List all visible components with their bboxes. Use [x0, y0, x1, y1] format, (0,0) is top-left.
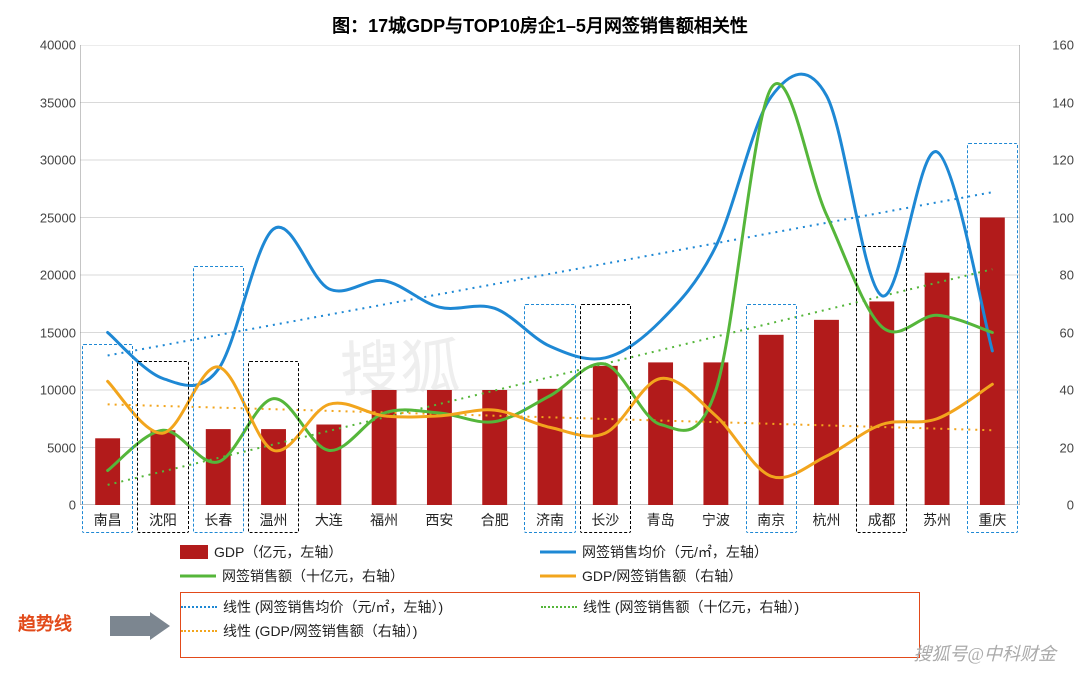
- x-label: 福州: [370, 510, 398, 530]
- y-left-tick: 10000: [0, 383, 76, 398]
- x-label: 宁波: [702, 510, 730, 530]
- group-box: [856, 246, 907, 533]
- y-right-tick: 120: [1024, 153, 1074, 168]
- y-right-tick: 40: [1024, 383, 1074, 398]
- legend: GDP（亿元，左轴） 网签销售均价（元/㎡，左轴） 网签销售额（十亿元，右轴） GDP…: [180, 542, 920, 590]
- x-label: 苏州: [923, 510, 951, 530]
- bar: [482, 390, 507, 505]
- x-label: 杭州: [812, 510, 840, 530]
- legend-item-bar: GDP（亿元，左轴）: [180, 542, 520, 562]
- legend-label: 网签销售均价（元/㎡，左轴）: [582, 542, 768, 562]
- arrow-icon: [110, 612, 170, 647]
- group-box: [524, 304, 575, 533]
- y-left-tick: 40000: [0, 38, 76, 53]
- group-box: [580, 304, 631, 533]
- legend-label: GDP（亿元，左轴）: [214, 542, 342, 562]
- y-right-tick: 160: [1024, 38, 1074, 53]
- legend-item-t-ratio: 线性 (GDP/网签销售额（右轴）): [181, 621, 521, 641]
- trend-legend-box: 线性 (网签销售均价（元/㎡，左轴）) 线性 (网签销售额（十亿元，右轴）) 线性 …: [180, 592, 920, 658]
- group-box: [137, 361, 188, 533]
- y-axis-left-ticks: 0500010000150002000025000300003500040000: [0, 45, 76, 505]
- chart-container: 图：17城GDP与TOP10房企1–5月网签销售额相关性 搜狐 05000100…: [0, 0, 1080, 684]
- bar: [703, 362, 728, 505]
- legend-label: GDP/网签销售额（右轴）: [582, 566, 742, 586]
- y-left-tick: 20000: [0, 268, 76, 283]
- legend-label: 线性 (网签销售均价（元/㎡，左轴）): [223, 597, 443, 617]
- x-label: 西安: [425, 510, 453, 530]
- bar: [316, 425, 341, 506]
- bar: [372, 390, 397, 505]
- y-right-tick: 80: [1024, 268, 1074, 283]
- y-right-tick: 0: [1024, 498, 1074, 513]
- y-left-tick: 5000: [0, 440, 76, 455]
- legend-label: 网签销售额（十亿元，右轴）: [222, 566, 404, 586]
- y-right-tick: 140: [1024, 95, 1074, 110]
- swatch-line-icon: [540, 545, 576, 559]
- watermark-bottom-right: 搜狐号@中科财金: [913, 640, 1056, 666]
- swatch-dash-icon: [541, 600, 577, 614]
- y-right-tick: 60: [1024, 325, 1074, 340]
- legend-label: 线性 (网签销售额（十亿元，右轴）): [583, 597, 799, 617]
- group-box: [248, 361, 299, 533]
- trend-label: 趋势线: [18, 610, 72, 636]
- y-left-tick: 30000: [0, 153, 76, 168]
- swatch-dash-icon: [181, 600, 217, 614]
- legend-item-price: 网签销售均价（元/㎡，左轴）: [540, 542, 880, 562]
- group-box: [967, 143, 1018, 533]
- group-box: [746, 304, 797, 533]
- x-label: 大连: [315, 510, 343, 530]
- bar: [814, 320, 839, 505]
- legend-item-ratio: GDP/网签销售额（右轴）: [540, 566, 880, 586]
- y-left-tick: 25000: [0, 210, 76, 225]
- bar: [925, 273, 950, 505]
- swatch-dash-icon: [181, 624, 217, 638]
- y-axis-right-ticks: 020406080100120140160: [1024, 45, 1074, 505]
- chart-title: 图：17城GDP与TOP10房企1–5月网签销售额相关性: [0, 12, 1080, 38]
- y-left-tick: 15000: [0, 325, 76, 340]
- bar: [427, 390, 452, 505]
- y-left-tick: 35000: [0, 95, 76, 110]
- group-box: [193, 266, 244, 533]
- arrow-svg: [110, 612, 170, 640]
- y-left-tick: 0: [0, 498, 76, 513]
- y-right-tick: 100: [1024, 210, 1074, 225]
- x-label: 合肥: [481, 510, 509, 530]
- legend-item-sales: 网签销售额（十亿元，右轴）: [180, 566, 520, 586]
- legend-item-t-price: 线性 (网签销售均价（元/㎡，左轴）): [181, 597, 521, 617]
- y-right-tick: 20: [1024, 440, 1074, 455]
- swatch-line-icon: [540, 569, 576, 583]
- x-label: 青岛: [647, 510, 675, 530]
- swatch-line-icon: [180, 569, 216, 583]
- group-box: [82, 344, 133, 533]
- swatch-bar-icon: [180, 545, 208, 559]
- legend-item-t-sales: 线性 (网签销售额（十亿元，右轴）): [541, 597, 881, 617]
- legend-label: 线性 (GDP/网签销售额（右轴）): [223, 621, 417, 641]
